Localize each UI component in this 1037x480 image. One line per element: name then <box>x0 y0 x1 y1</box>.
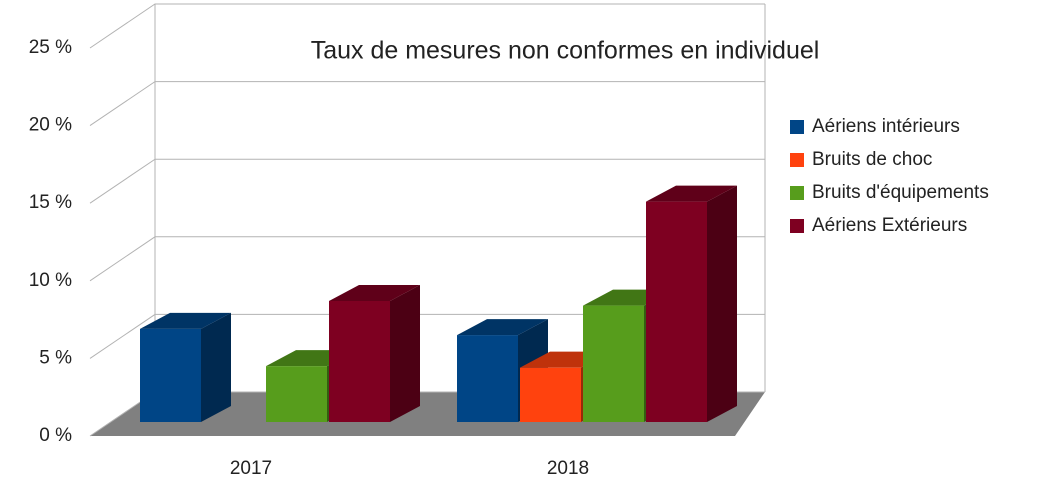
bar-top <box>646 185 737 202</box>
bar <box>646 185 737 422</box>
grid-line <box>89 81 765 127</box>
bar-top <box>329 284 420 301</box>
x-tick-label: 2018 <box>547 458 589 479</box>
y-tick-label: 5 % <box>39 347 72 368</box>
y-tick-label: 25 % <box>29 37 72 58</box>
legend-swatch <box>790 219 804 233</box>
legend-swatch <box>790 186 804 200</box>
legend-label: Aériens intérieurs <box>812 116 960 137</box>
bar <box>457 319 548 422</box>
bar-front <box>266 366 327 422</box>
bar-front <box>329 300 390 422</box>
x-tick-label: 2017 <box>230 458 272 479</box>
y-tick-label: 0 % <box>39 425 72 446</box>
legend-swatch <box>790 153 804 167</box>
y-tick-label: 15 % <box>29 192 72 213</box>
y-tick-label: 10 % <box>29 270 72 291</box>
bar <box>329 284 420 422</box>
bar-top <box>140 312 231 329</box>
bar-front <box>140 328 201 422</box>
legend-label: Aériens Extérieurs <box>812 215 967 236</box>
bar-side <box>201 312 231 422</box>
bar-top <box>457 319 548 336</box>
bar-side <box>707 185 737 422</box>
bar <box>140 312 231 422</box>
bar-front <box>457 335 518 422</box>
legend-label: Bruits d'équipements <box>812 182 989 203</box>
bar-side <box>390 284 420 422</box>
legend-swatch <box>790 120 804 134</box>
chart-title: Taux de mesures non conformes en individ… <box>311 37 820 65</box>
bar-front <box>520 367 581 422</box>
bar-front <box>583 305 644 422</box>
legend-label: Bruits de choc <box>812 149 932 170</box>
bar-front <box>646 201 707 422</box>
y-tick-label: 20 % <box>29 115 72 136</box>
